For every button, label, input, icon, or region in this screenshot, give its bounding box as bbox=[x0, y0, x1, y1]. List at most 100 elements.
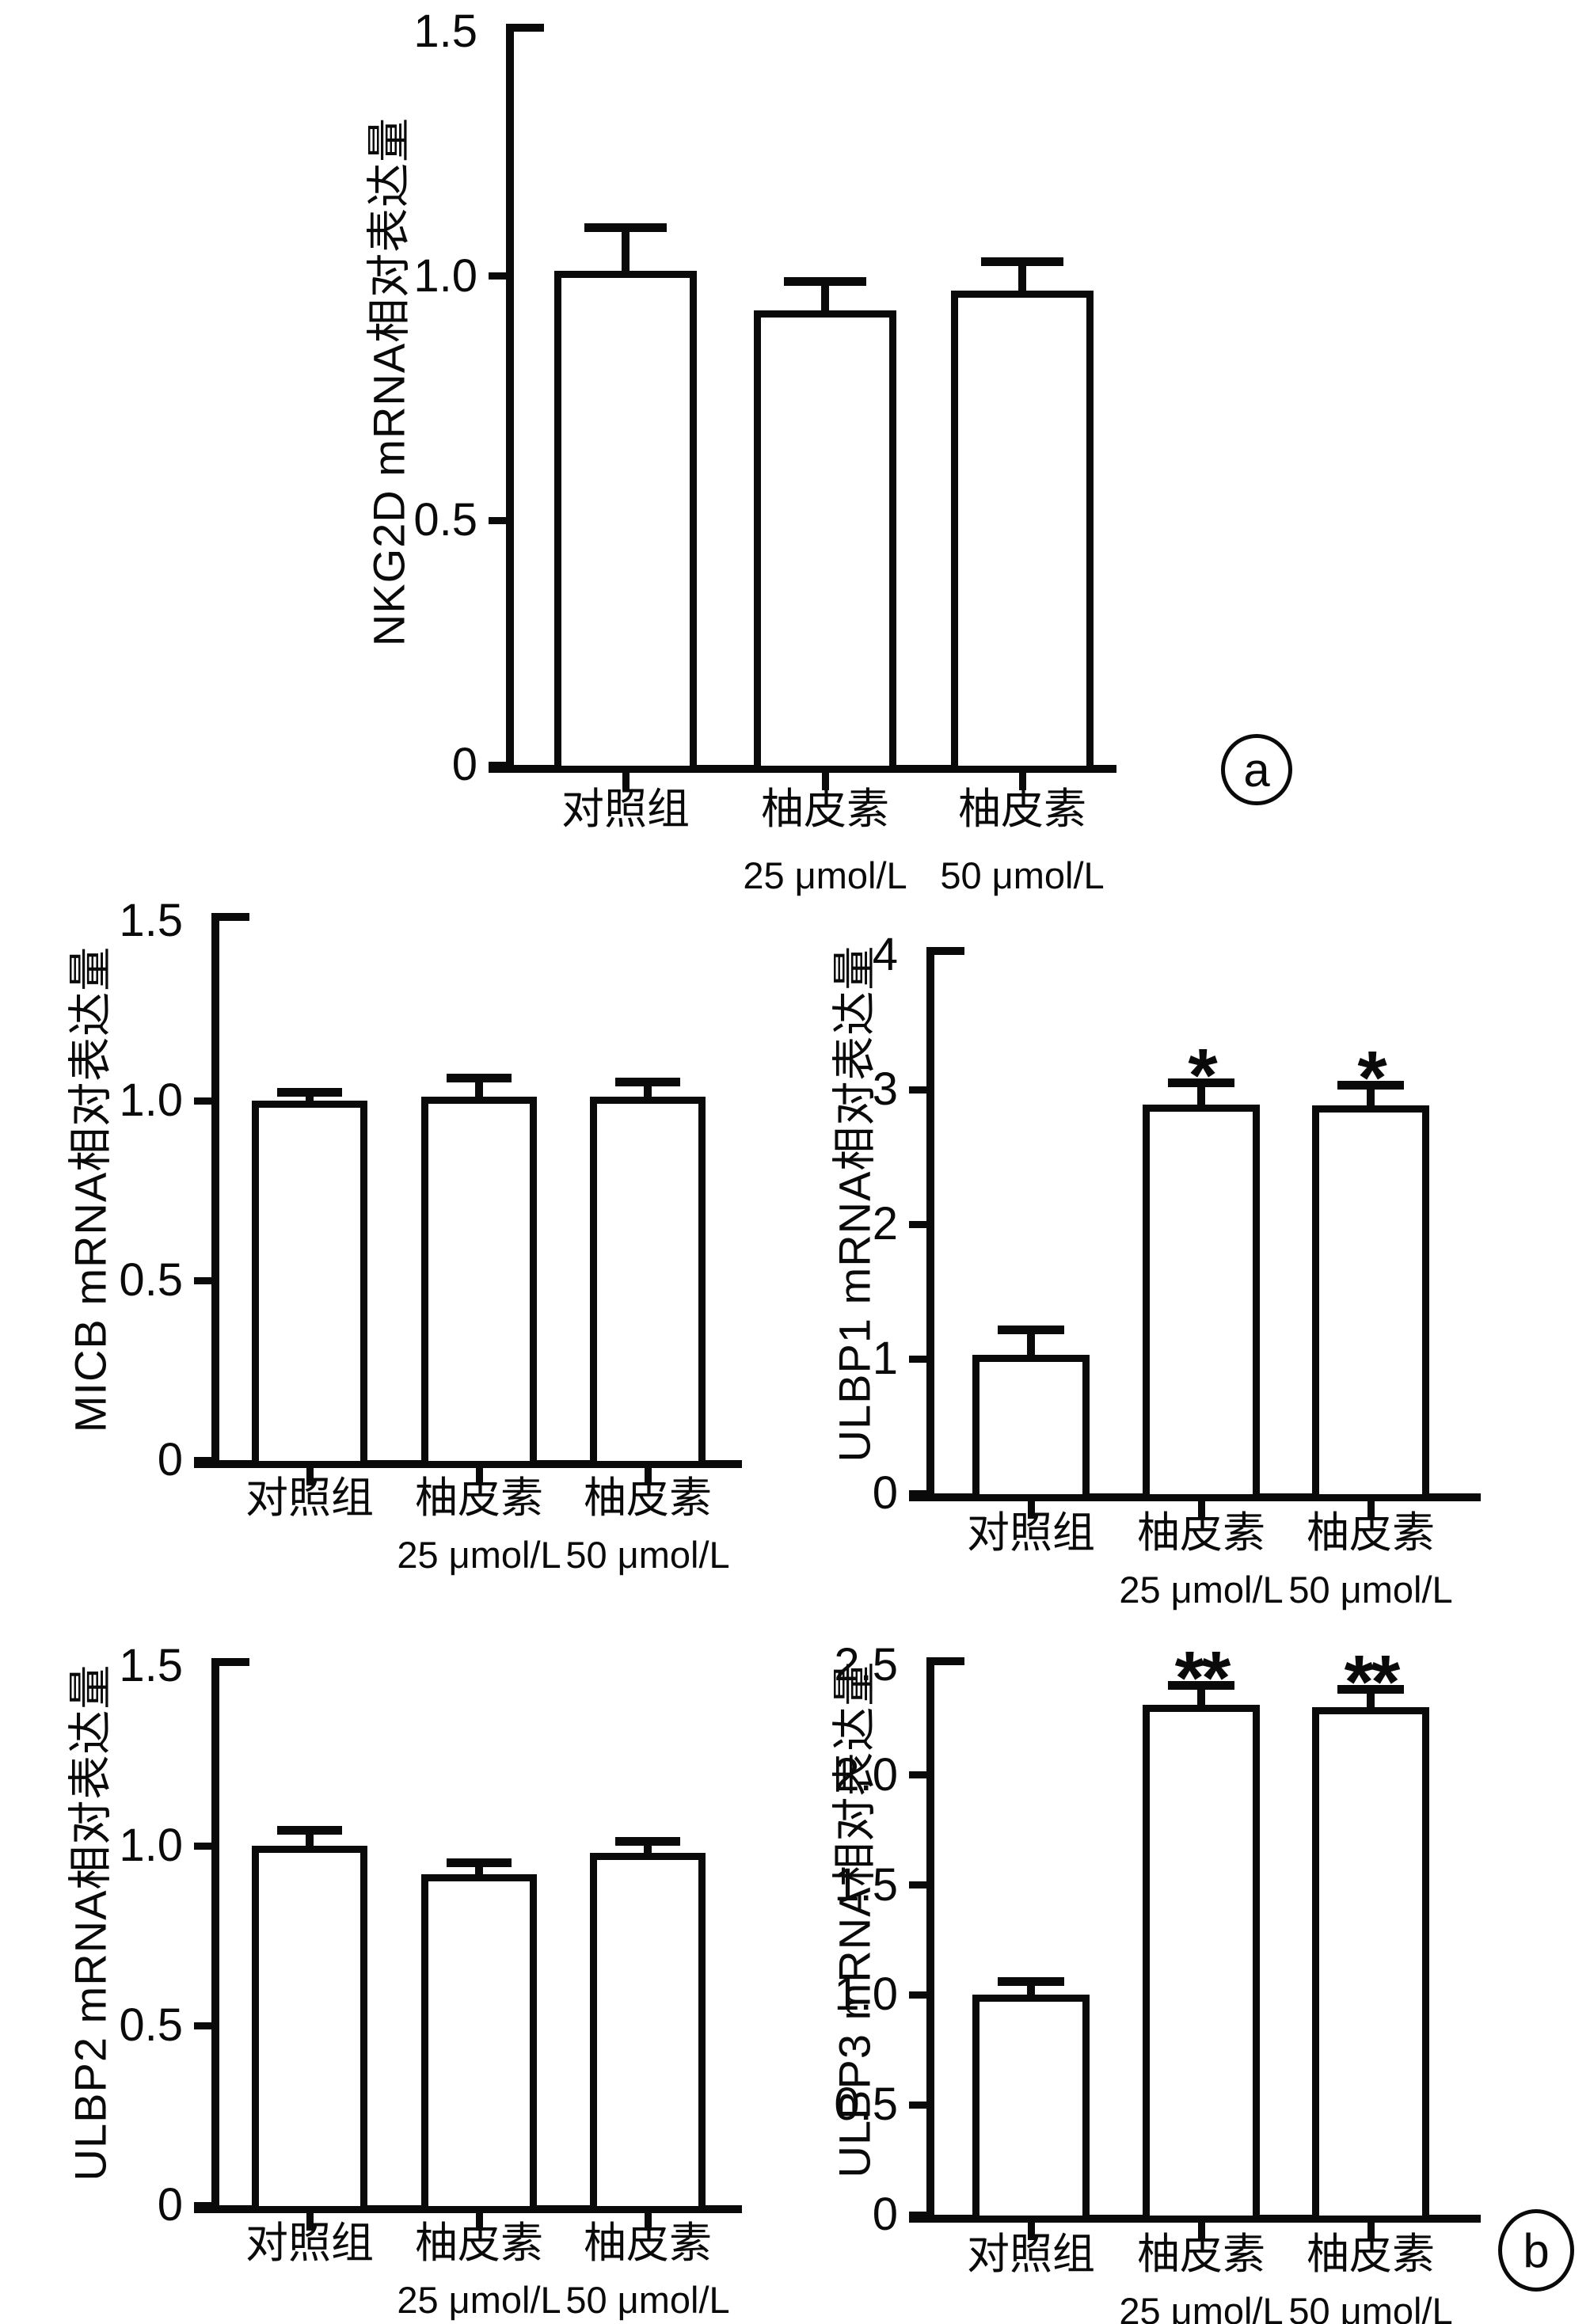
y-tick-label: 2.0 bbox=[834, 1749, 898, 1801]
x-category-label: 柚皮素 bbox=[584, 1474, 712, 1522]
x-tick-mark bbox=[1198, 1501, 1205, 1519]
y-tick-mark bbox=[909, 2212, 926, 2219]
y-tick-mark bbox=[194, 1457, 211, 1464]
x-category-sublabel: 25 μmol/L bbox=[743, 854, 907, 896]
x-category-label: 柚皮素 bbox=[1137, 1509, 1265, 1557]
x-category-label: 柚皮素 bbox=[415, 1474, 543, 1522]
y-tick-label: 1.0 bbox=[834, 1968, 898, 2020]
y-tick-label: 2.5 bbox=[834, 1639, 898, 1691]
x-category-label: 柚皮素 bbox=[1137, 2231, 1265, 2278]
y-axis-top-tick bbox=[926, 947, 964, 955]
x-tick-mark bbox=[476, 2213, 483, 2231]
y-tick-label: 0 bbox=[451, 739, 477, 790]
error-bar-stem bbox=[475, 1867, 483, 1874]
significance-marker: ** bbox=[1174, 1636, 1231, 1721]
y-tick-mark bbox=[909, 1881, 926, 1888]
error-bar-cap bbox=[447, 1074, 512, 1082]
y-axis-top-tick bbox=[211, 913, 249, 921]
significance-marker: ** bbox=[1344, 1640, 1401, 1725]
error-bar-cap bbox=[584, 223, 667, 232]
y-axis-top-tick bbox=[506, 24, 544, 32]
error-bar-cap bbox=[277, 1826, 342, 1835]
x-tick-mark bbox=[1198, 2223, 1205, 2240]
y-tick-label: 0.5 bbox=[119, 1254, 183, 1306]
bar-1 bbox=[252, 1846, 367, 2213]
y-tick-label: 1.5 bbox=[119, 895, 183, 946]
error-bar-cap bbox=[615, 1837, 680, 1846]
error-bar-cap bbox=[277, 1088, 342, 1097]
x-category-label: 对照组 bbox=[561, 785, 690, 833]
x-tick-mark bbox=[306, 1468, 314, 1485]
x-category-label: 对照组 bbox=[245, 1474, 374, 1522]
error-bar-cap bbox=[447, 1858, 512, 1867]
bar-3 bbox=[1312, 1105, 1429, 1501]
y-tick-label: 1.5 bbox=[834, 1859, 898, 1911]
y-axis-top-tick bbox=[926, 1657, 964, 1665]
y-tick-label: 1.0 bbox=[119, 1820, 183, 1871]
x-category-label: 对照组 bbox=[245, 2219, 374, 2267]
bar-3 bbox=[590, 1853, 706, 2213]
error-bar-stem bbox=[1367, 1694, 1375, 1707]
x-tick-mark bbox=[822, 773, 829, 790]
x-category-label: 柚皮素 bbox=[1307, 2231, 1435, 2278]
error-bar-cap bbox=[784, 277, 866, 286]
x-category-label: 对照组 bbox=[967, 1509, 1095, 1557]
y-tick-mark bbox=[194, 1843, 211, 1850]
bar-2 bbox=[421, 1097, 537, 1468]
bar-3 bbox=[951, 291, 1094, 773]
bar-1 bbox=[252, 1101, 367, 1468]
x-category-sublabel: 50 μmol/L bbox=[565, 1534, 730, 1576]
x-tick-mark bbox=[645, 1468, 652, 1485]
bar-2 bbox=[754, 310, 896, 773]
error-bar-cap bbox=[998, 1326, 1064, 1334]
x-category-label: 柚皮素 bbox=[584, 2219, 712, 2267]
error-bar-cap bbox=[1337, 1081, 1404, 1090]
error-bar-cap bbox=[1168, 1078, 1234, 1087]
bar-1 bbox=[554, 271, 697, 773]
error-bar-stem bbox=[644, 1846, 652, 1853]
y-tick-mark bbox=[194, 2022, 211, 2029]
x-tick-mark bbox=[1367, 1501, 1375, 1519]
error-bar-stem bbox=[1367, 1090, 1375, 1105]
y-tick-label: 1.5 bbox=[119, 1640, 183, 1691]
y-axis-line bbox=[926, 947, 934, 1501]
error-bar-stem bbox=[306, 1097, 314, 1101]
y-tick-mark bbox=[489, 762, 506, 769]
error-bar-stem bbox=[821, 286, 829, 310]
error-bar-cap bbox=[1168, 1681, 1234, 1690]
y-tick-label: 0.5 bbox=[413, 494, 477, 546]
y-tick-mark bbox=[489, 517, 506, 524]
panel-b-badge: b bbox=[1498, 2209, 1574, 2292]
y-tick-label: 0 bbox=[872, 2189, 898, 2240]
x-tick-mark bbox=[622, 773, 630, 790]
x-category-sublabel: 25 μmol/L bbox=[397, 2279, 561, 2321]
x-tick-mark bbox=[476, 1468, 483, 1485]
y-tick-mark bbox=[909, 1771, 926, 1778]
error-bar-cap bbox=[615, 1078, 680, 1086]
error-bar-stem bbox=[622, 232, 630, 271]
error-bar-stem bbox=[1027, 1986, 1035, 1995]
y-tick-label: 0 bbox=[157, 2179, 183, 2231]
x-category-label: 柚皮素 bbox=[958, 785, 1086, 833]
error-bar-cap bbox=[981, 257, 1063, 266]
x-tick-mark bbox=[1367, 2223, 1375, 2240]
x-tick-mark bbox=[645, 2213, 652, 2231]
bar-2 bbox=[1143, 1105, 1260, 1501]
error-bar-stem bbox=[1018, 266, 1026, 291]
y-tick-mark bbox=[194, 1097, 211, 1105]
y-axis-line bbox=[926, 1657, 934, 2223]
x-tick-mark bbox=[1028, 1501, 1035, 1519]
y-tick-mark bbox=[909, 1221, 926, 1228]
significance-marker: * bbox=[1188, 1033, 1217, 1118]
y-tick-mark bbox=[909, 1356, 926, 1363]
y-tick-label: 4 bbox=[872, 929, 898, 980]
y-axis-top-tick bbox=[211, 1658, 249, 1666]
x-category-label: 柚皮素 bbox=[761, 785, 889, 833]
error-bar-stem bbox=[1197, 1690, 1205, 1705]
error-bar-stem bbox=[306, 1835, 314, 1846]
y-tick-mark bbox=[909, 1991, 926, 1999]
y-tick-mark bbox=[489, 272, 506, 280]
